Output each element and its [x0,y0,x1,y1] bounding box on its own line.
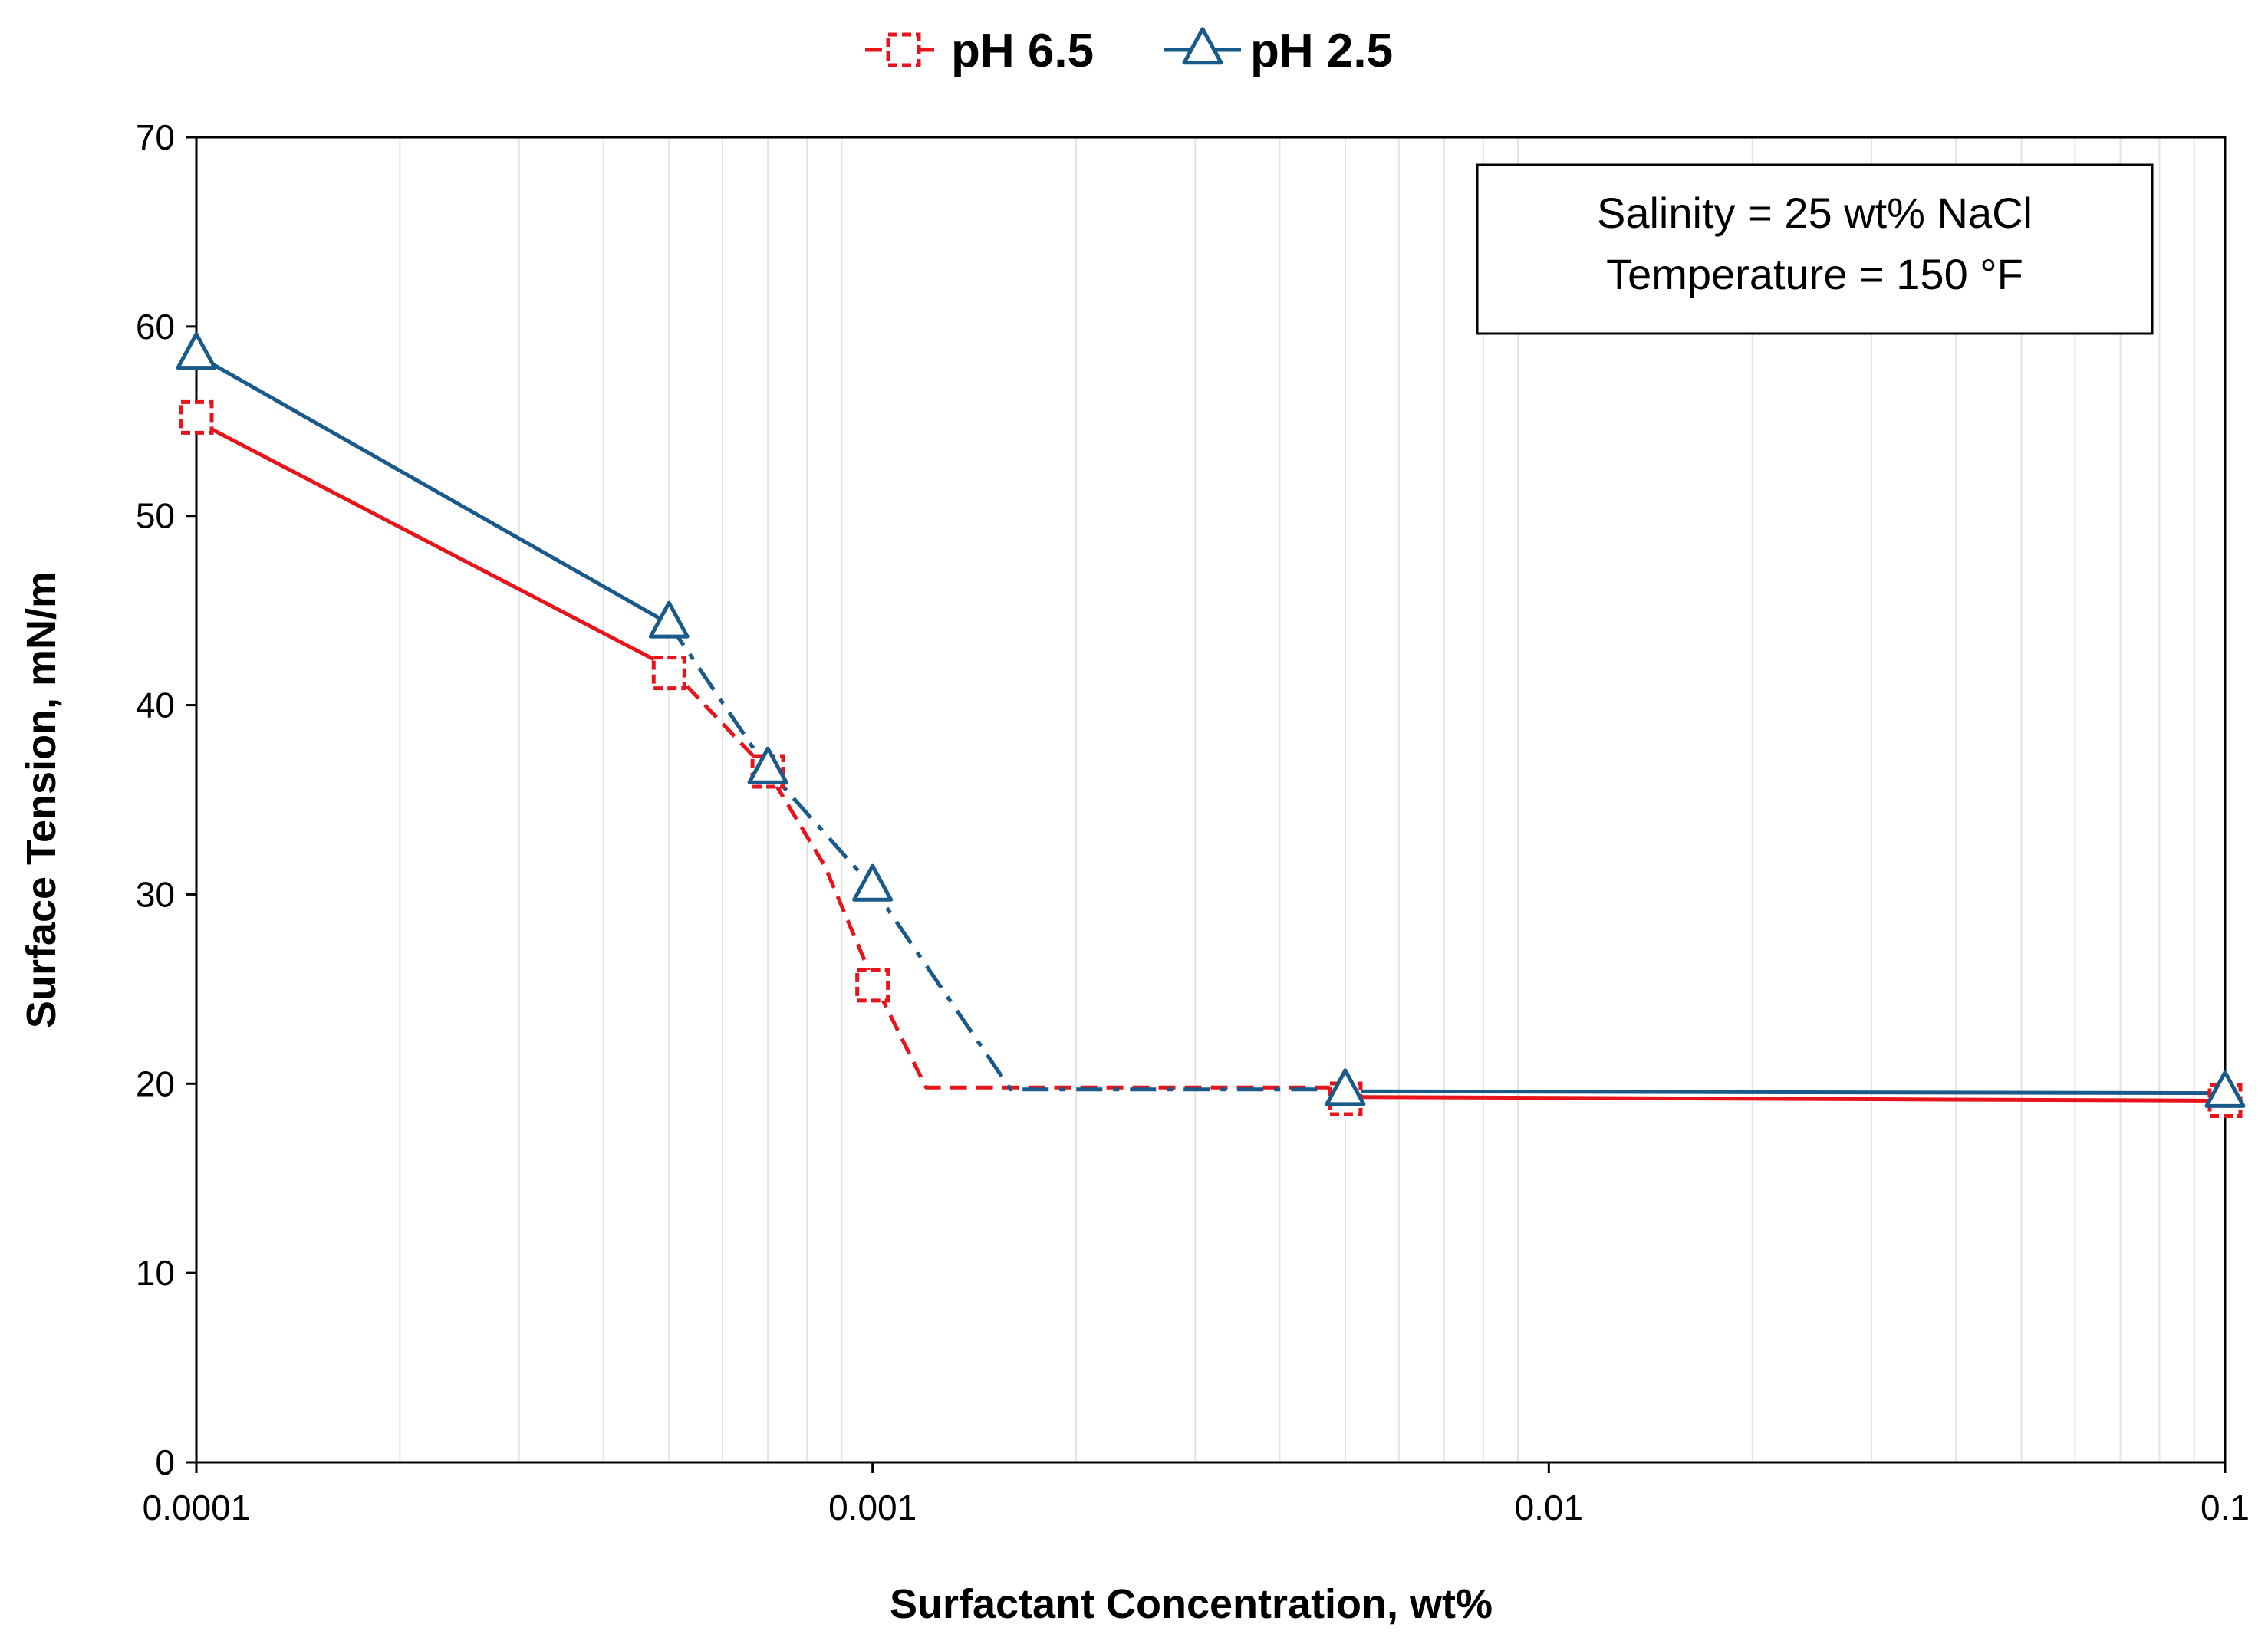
series-line-ph-2.5-solid_plateau [1345,1089,2226,1096]
y-tick-label: 40 [136,686,175,725]
series-lines [195,353,2226,1103]
data-point-ph-6.5 [855,968,890,1003]
data-point-ph-2.5 [648,600,690,639]
y-tick-label: 70 [136,117,175,157]
legend-item-ph-6.5: pH 6.5 [865,25,1094,77]
x-axis-title: Surfactant Concentration, wt% [890,1581,1493,1627]
series-line-ph-6.5-solid_plateau [1345,1095,2226,1103]
annotation-line-salinity: Salinity = 25 wt% NaCl [1597,189,2033,237]
x-tick-label: 0.001 [828,1488,917,1527]
x-tick-label: 0.01 [1515,1488,1584,1527]
y-tick-label: 50 [136,496,175,536]
legend-item-ph-2.5: pH 2.5 [1164,25,1393,77]
y-tick-label: 30 [136,874,175,914]
series-line-ph-6.5-solid [195,419,670,669]
data-point-ph-2.5 [2204,1070,2246,1108]
y-tick-label: 60 [136,307,175,347]
data-point-ph-6.5 [651,656,686,691]
x-tick-label: 0.1 [2201,1488,2250,1527]
x-axis: 0.0001 0.001 0.01 0.1 [143,1462,2250,1527]
grid-lines [399,137,2195,1462]
legend-label-ph-2.5: pH 2.5 [1250,25,1393,77]
data-point-ph-2.5 [176,332,217,370]
data-point-ph-2.5 [1325,1068,1366,1106]
data-point-ph-2.5 [852,863,894,902]
data-point-ph-6.5 [179,399,214,435]
series-line-ph-2.5-dashdot [667,622,1345,1092]
y-tick-label: 20 [136,1064,175,1103]
data-point-ph-2.5 [747,746,788,784]
x-tick-label: 0.0001 [143,1488,251,1527]
annotation-line-temperature: Temperature = 150 °F [1606,250,2023,298]
legend: pH 6.5 pH 2.5 [865,25,1393,77]
y-tick-label: 10 [136,1253,175,1293]
plot-frame [195,136,2227,1464]
series-line-ph-2.5-solid [195,353,670,626]
y-tick-label: 0 [155,1442,175,1482]
legend-label-ph-6.5: pH 6.5 [951,25,1094,77]
annotation-box: Salinity = 25 wt% NaCl Temperature = 150… [1476,163,2154,335]
legend-marker-ph-6.5 [886,32,921,67]
legend-marker-ph-2.5 [1182,27,1223,65]
series-markers [176,332,2246,1119]
series-line-ph-6.5-dashed [667,666,1345,1090]
y-axis: 0 10 20 30 40 50 60 70 [136,117,196,1482]
annotation-frame [1476,163,2154,335]
y-axis-title: Surface Tension, mN/m [18,571,64,1028]
